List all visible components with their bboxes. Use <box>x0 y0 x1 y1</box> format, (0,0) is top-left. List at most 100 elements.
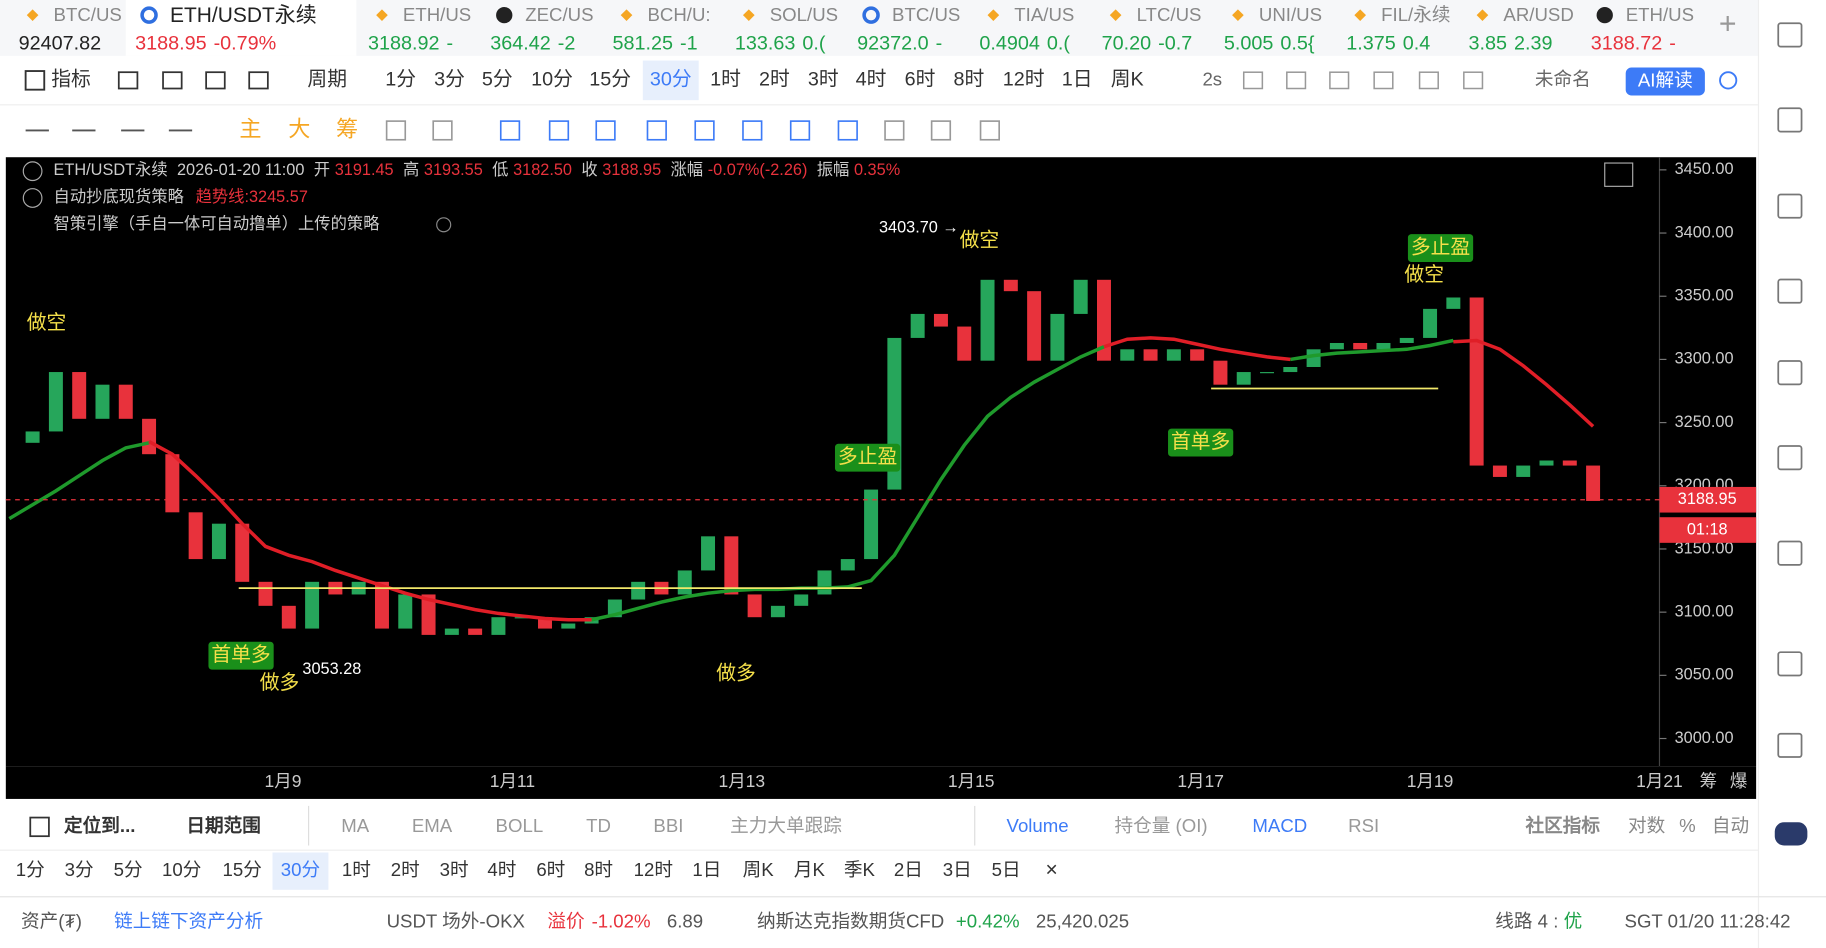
axis-option[interactable]: 对数 <box>1628 815 1666 836</box>
locate-button[interactable]: 定位到... <box>64 815 135 836</box>
draw-tool[interactable] <box>548 120 570 141</box>
interval-button[interactable]: 1分 <box>16 859 45 880</box>
draw-tool[interactable] <box>837 120 858 141</box>
tab-name[interactable]: SOL/US <box>770 4 838 25</box>
tool-icon[interactable] <box>1463 71 1484 90</box>
main-tool[interactable]: 筹 <box>336 116 358 141</box>
sub-indicator[interactable]: 持仓量 (OI) <box>1114 815 1207 836</box>
tab-name[interactable]: BTC/US <box>54 4 122 25</box>
tool-icon[interactable] <box>1373 71 1394 90</box>
tool-icon[interactable] <box>117 71 139 90</box>
interval-button[interactable]: 1时 <box>710 69 741 91</box>
main-tool[interactable]: 大 <box>288 116 310 141</box>
interval-button[interactable]: 5日 <box>992 859 1021 880</box>
interval-button[interactable]: 2时 <box>759 69 790 91</box>
sub-indicator[interactable]: MACD <box>1252 815 1307 836</box>
interval-button[interactable]: 30分 <box>281 859 320 880</box>
interval-button[interactable]: 15分 <box>589 69 631 91</box>
draw-tool[interactable] <box>385 120 407 141</box>
tab-name[interactable]: ETH/US <box>1626 4 1694 25</box>
assistant-icon[interactable] <box>1774 822 1808 846</box>
tool-icon[interactable] <box>205 71 226 90</box>
interval-button[interactable]: 4时 <box>856 69 887 91</box>
tab-name[interactable]: LTC/US <box>1137 4 1202 25</box>
interval-button[interactable]: 3分 <box>65 859 94 880</box>
interval-button[interactable]: 10分 <box>531 69 573 91</box>
interval-button[interactable]: 周K <box>743 859 775 880</box>
interval-button[interactable]: 10分 <box>162 859 201 880</box>
interval-button[interactable]: 8时 <box>584 859 613 880</box>
axis-tool[interactable]: 爆 <box>1730 771 1748 791</box>
tab-name[interactable]: AR/USD <box>1503 4 1573 25</box>
share-icon[interactable] <box>1719 71 1738 90</box>
main-indicator[interactable]: 主力大单跟踪 <box>730 815 842 836</box>
sidebar-icon[interactable] <box>1777 107 1803 133</box>
tool-icon[interactable] <box>162 71 183 90</box>
asset-analysis[interactable]: 链上链下资产分析 <box>114 910 263 931</box>
tab-name[interactable]: UNI/US <box>1259 4 1322 25</box>
main-indicator[interactable]: BBI <box>653 815 683 836</box>
main-tool[interactable]: 主 <box>239 116 261 141</box>
sub-indicator[interactable]: Volume <box>1007 815 1069 836</box>
interval-button[interactable]: 周K <box>1111 69 1144 91</box>
interval-button[interactable]: 4时 <box>487 859 516 880</box>
interval-button[interactable]: 3分 <box>434 69 465 91</box>
tool-icon[interactable] <box>248 71 269 90</box>
draw-tool[interactable] <box>646 120 667 141</box>
draw-tool[interactable] <box>694 120 715 141</box>
indicator-button[interactable]: 指标 <box>51 69 91 91</box>
interval-button[interactable]: 8时 <box>954 69 985 91</box>
visibility-icon[interactable] <box>436 217 452 233</box>
legend-toggle[interactable] <box>22 161 43 182</box>
sidebar-icon[interactable] <box>1777 540 1803 566</box>
main-indicator[interactable]: MA <box>341 815 370 836</box>
interval-button[interactable]: 3时 <box>440 859 469 880</box>
sidebar-icon[interactable] <box>1777 360 1803 386</box>
draw-tool[interactable] <box>789 120 811 141</box>
interval-button[interactable]: 12时 <box>634 859 673 880</box>
interval-button[interactable]: 1时 <box>342 859 371 880</box>
tab-name[interactable]: BCH/U: <box>647 4 710 25</box>
tool-icon[interactable] <box>1329 71 1350 90</box>
interval-button[interactable]: 3时 <box>808 69 839 91</box>
main-indicator[interactable]: BOLL <box>496 815 544 836</box>
close-icon[interactable]: × <box>1045 859 1057 882</box>
interval-button[interactable]: 1日 <box>692 859 721 880</box>
interval-button[interactable]: 6时 <box>536 859 565 880</box>
interval-button[interactable]: 30分 <box>650 69 692 91</box>
sub-indicator[interactable]: RSI <box>1348 815 1379 836</box>
interval-button[interactable]: 6时 <box>905 69 936 91</box>
date-range-button[interactable]: 日期范围 <box>186 815 261 836</box>
interval-button[interactable]: 12时 <box>1003 69 1045 91</box>
sidebar-icon[interactable] <box>1777 22 1803 48</box>
tab-name[interactable]: TIA/US <box>1014 4 1074 25</box>
axis-option[interactable]: % <box>1679 815 1696 836</box>
assets[interactable]: 资产(₮) <box>21 910 82 931</box>
tab-name[interactable]: FIL/永续 <box>1381 4 1450 25</box>
draw-tool[interactable] <box>499 120 521 141</box>
interval-button[interactable]: 5分 <box>482 69 513 91</box>
tool-icon[interactable] <box>1286 71 1307 90</box>
tab-name[interactable]: ETH/US <box>403 4 471 25</box>
draw-tool[interactable] <box>595 120 616 141</box>
tab-name[interactable]: BTC/US <box>892 4 960 25</box>
axis-option[interactable]: 自动 <box>1712 815 1749 836</box>
sidebar-icon[interactable] <box>1777 651 1803 677</box>
interval-button[interactable]: 3日 <box>943 859 972 880</box>
interval-button[interactable]: 2时 <box>391 859 420 880</box>
draw-tool[interactable] <box>930 120 952 141</box>
interval-button[interactable]: 季K <box>844 859 876 880</box>
interval-button[interactable]: 5分 <box>114 859 143 880</box>
community-indicator[interactable]: 社区指标 <box>1525 815 1601 836</box>
refresh-rate[interactable]: 2s <box>1202 68 1222 89</box>
add-tab[interactable]: + <box>1719 8 1737 41</box>
sidebar-icon[interactable] <box>1777 445 1803 471</box>
interval-button[interactable]: 2日 <box>894 859 923 880</box>
ai-button[interactable] <box>1625 67 1705 96</box>
axis-tool[interactable]: 筹 <box>1700 771 1717 791</box>
layout-name[interactable]: 未命名 <box>1535 68 1591 89</box>
tab-name[interactable]: ZEC/US <box>525 4 593 25</box>
fullscreen-icon[interactable] <box>1604 162 1634 187</box>
tool-icon[interactable] <box>1418 71 1439 90</box>
interval-button[interactable]: 1分 <box>385 69 416 91</box>
